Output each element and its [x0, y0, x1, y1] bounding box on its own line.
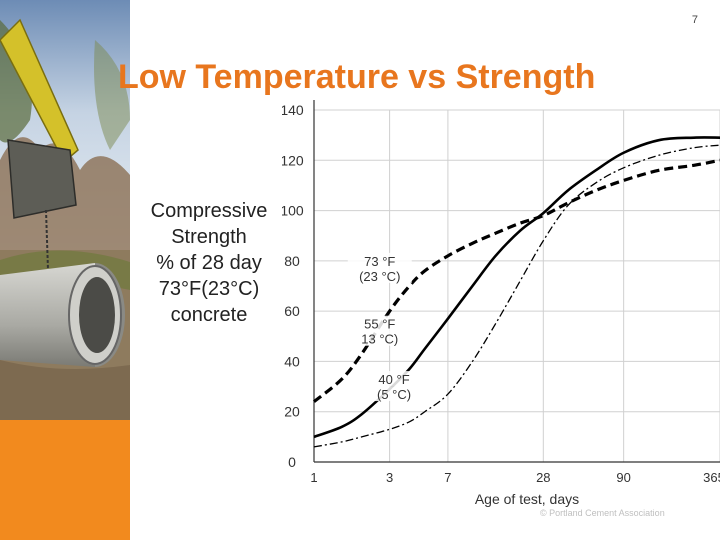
x-tick-label: 1 [310, 470, 317, 485]
y-axis-description-line: Compressive [150, 200, 268, 222]
x-tick-label: 7 [444, 470, 451, 485]
y-tick-label: 60 [284, 303, 300, 319]
copyright-credit: © Portland Cement Association [540, 508, 665, 518]
series-annotation: 13 °C) [361, 332, 398, 347]
series-annotation: (23 °C) [359, 269, 400, 284]
y-tick-label: 40 [284, 353, 300, 369]
slide-number: 7 [691, 14, 698, 26]
y-axis-description-line: 73°F(23°C) [158, 278, 260, 300]
strength-chart: 0 20 40 60 80 100 120 140 1 3 7 28 90 365 Age of test,… [282, 100, 720, 507]
x-tick-label: 3 [386, 470, 393, 485]
y-tick-label: 20 [284, 404, 300, 420]
annotation-bg [362, 386, 427, 402]
x-tick-label: 28 [536, 470, 550, 485]
series-annotation: (5 °C) [377, 387, 411, 402]
y-axis-description-line: % of 28 day [156, 252, 262, 274]
series-annotation: 40 °F [378, 372, 409, 387]
y-tick-label: 140 [282, 102, 304, 118]
orange-accent-bar [0, 420, 130, 540]
series-line [313, 144, 720, 448]
annotation-bg [347, 252, 412, 268]
annotation-bg [362, 371, 427, 387]
annotation-bg [347, 315, 412, 331]
series-annotation: 55 °F [364, 317, 395, 332]
y-axis-description-line: concrete [170, 304, 248, 326]
x-tick-label: 90 [616, 470, 630, 485]
y-tick-label: 0 [288, 454, 296, 470]
x-tick-label: 365 [703, 470, 720, 485]
y-tick-label: 80 [284, 253, 300, 269]
y-axis-description: Compressive Strength % of 28 day 73°F(23… [124, 198, 294, 328]
annotation-bg [347, 267, 412, 283]
excavator-pipe-photo [0, 0, 130, 420]
annotation-bg [347, 330, 412, 346]
y-tick-label: 120 [282, 152, 304, 168]
y-tick-label: 100 [282, 203, 304, 219]
series-annotation: 73 °F [364, 254, 395, 269]
y-axis-description-line: Strength [171, 226, 247, 248]
slide-title: Low Temperature vs Strength [118, 58, 596, 96]
x-axis-label: Age of test, days [475, 491, 579, 507]
